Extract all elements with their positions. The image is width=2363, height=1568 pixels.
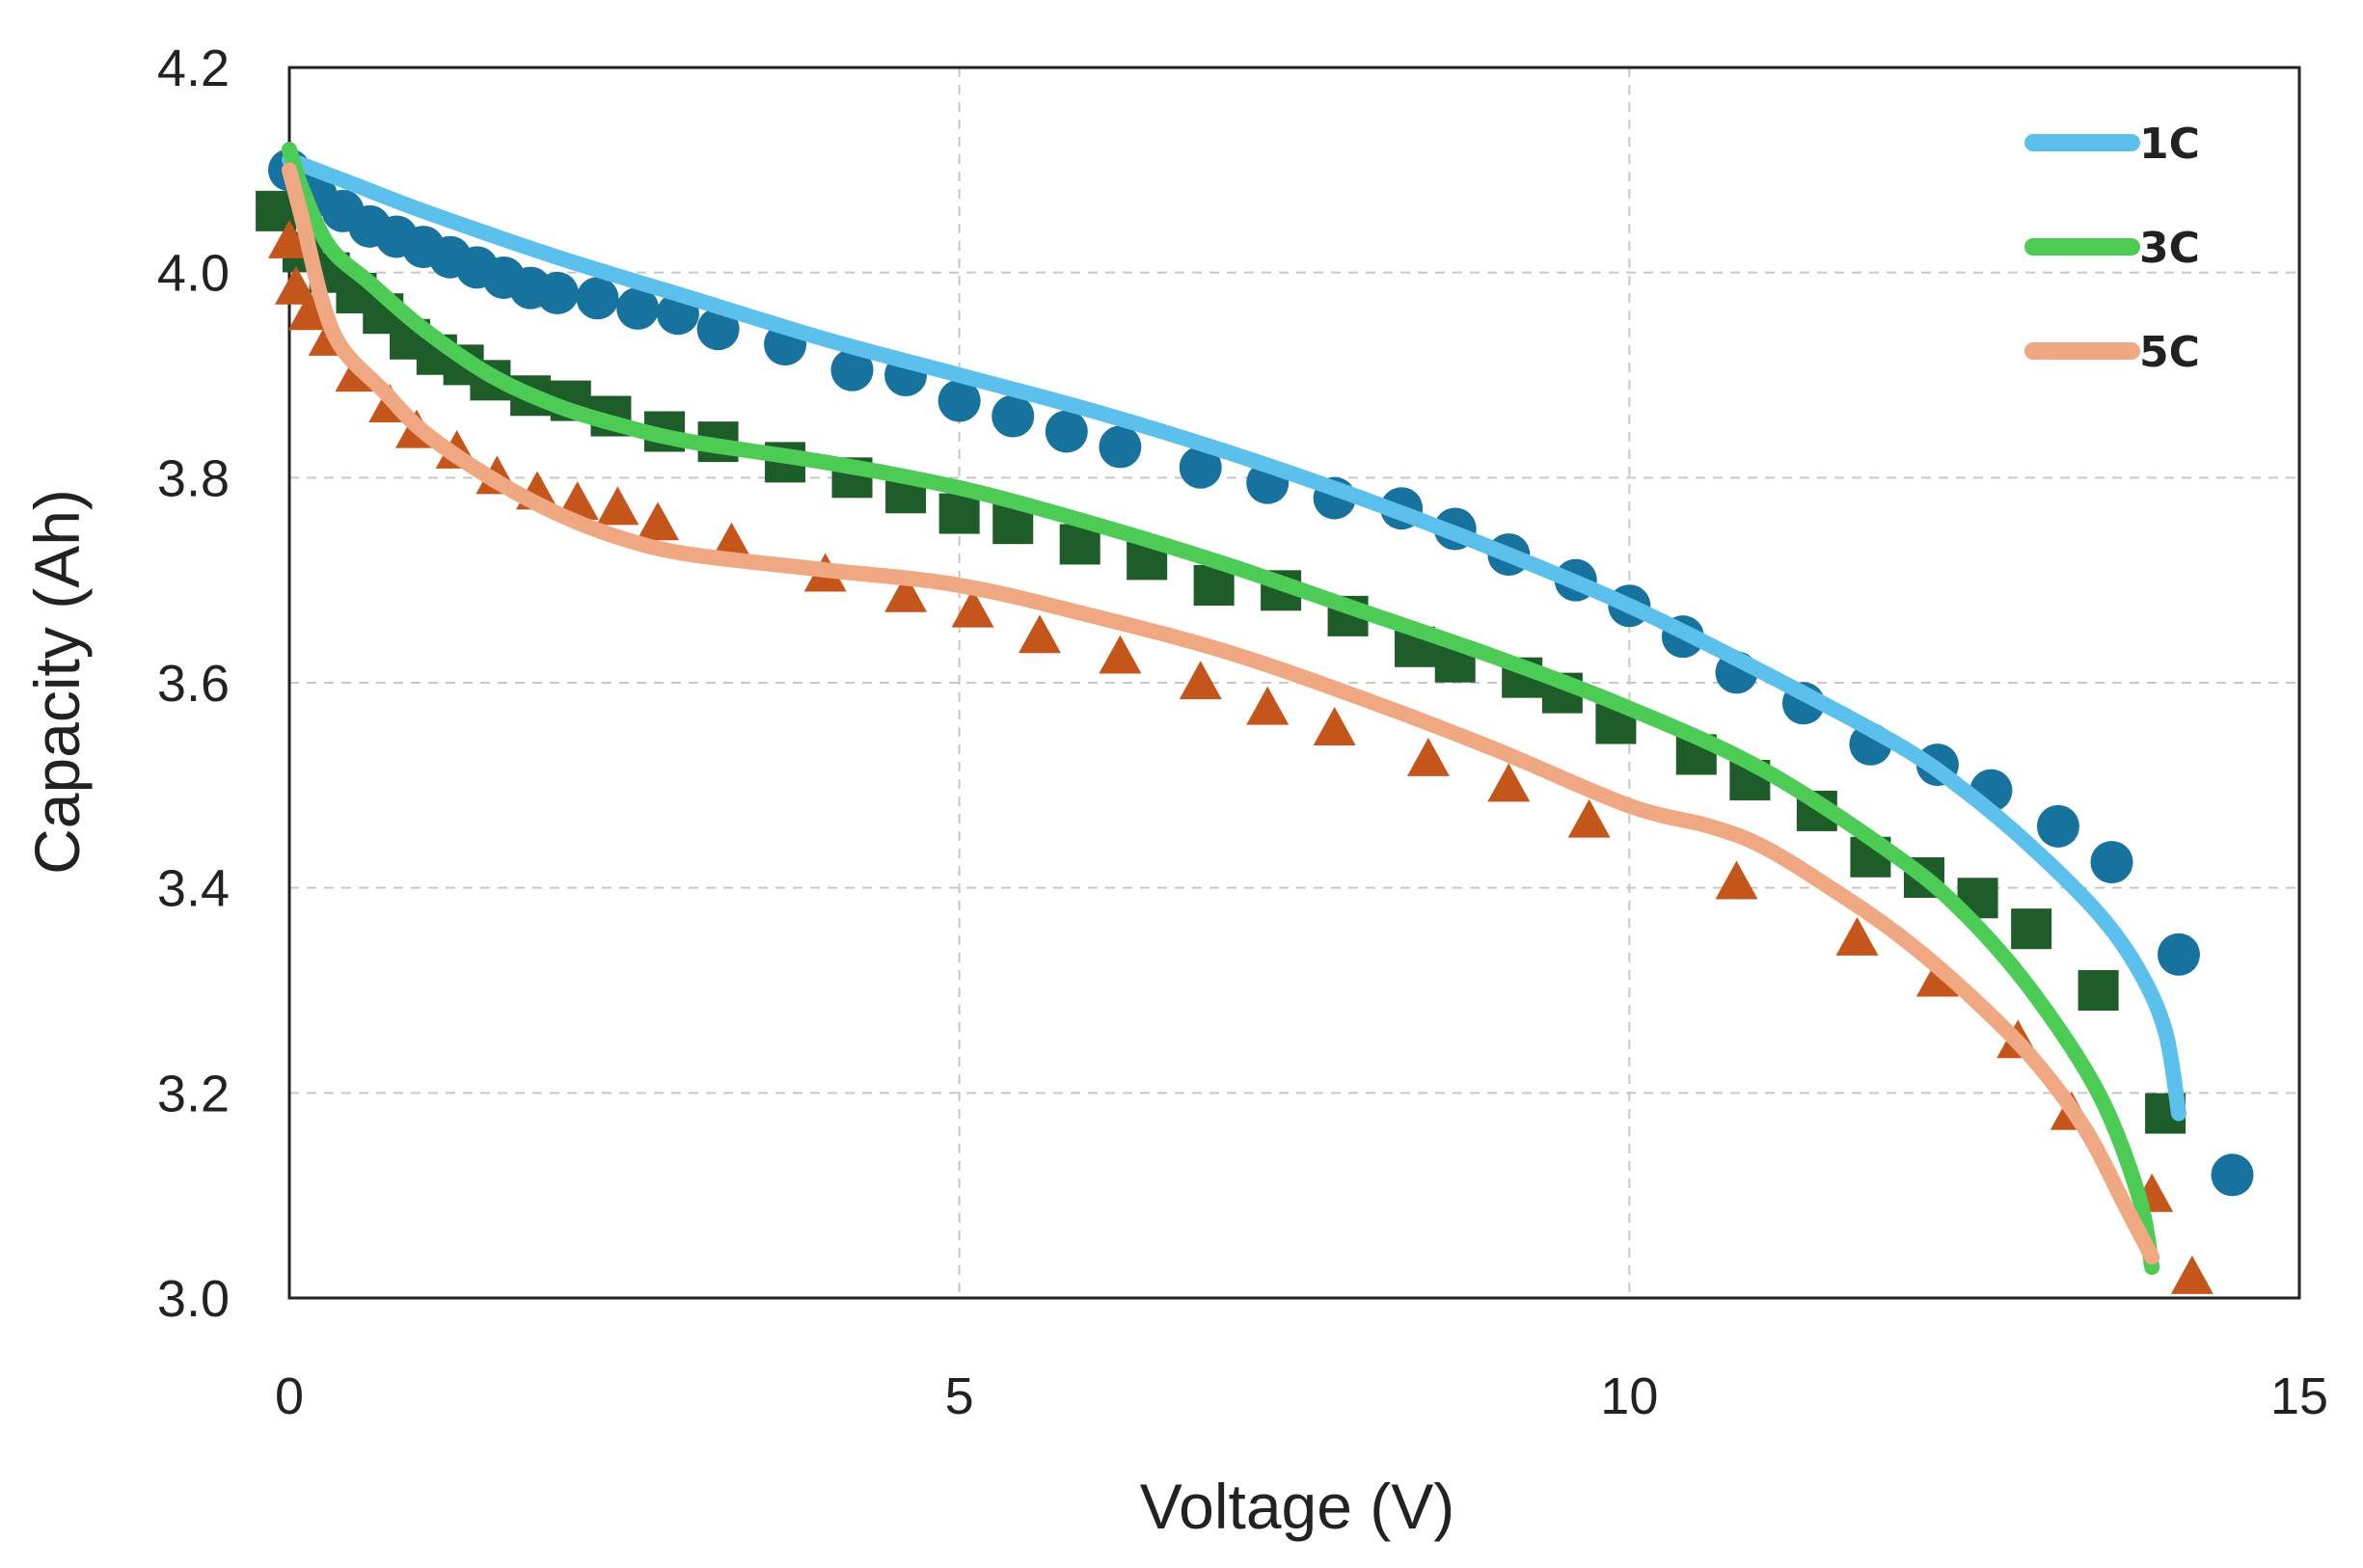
data-point-5c bbox=[268, 219, 311, 258]
plot-border bbox=[287, 66, 2301, 1300]
data-point-5c bbox=[1406, 737, 1450, 776]
data-point-3c bbox=[2011, 908, 2052, 950]
data-point-1c bbox=[696, 308, 740, 351]
data-point-3c bbox=[2078, 970, 2119, 1011]
data-point-3c bbox=[938, 493, 980, 534]
x-axis-title: Voltage (V) bbox=[1140, 1471, 1455, 1542]
data-point-1c bbox=[2090, 841, 2133, 884]
data-point-5c bbox=[287, 291, 331, 331]
data-point-1c bbox=[991, 394, 1035, 438]
y-tick-label: 4.2 bbox=[157, 40, 230, 97]
data-point-1c bbox=[535, 271, 579, 314]
data-point-1c bbox=[616, 286, 660, 330]
data-point-5c bbox=[1835, 917, 1879, 956]
data-point-5c bbox=[1715, 860, 1758, 900]
plot-frame bbox=[287, 66, 2301, 1300]
y-tick-label: 3.6 bbox=[157, 655, 230, 713]
data-point-5c bbox=[1099, 635, 1142, 674]
data-point-5c bbox=[274, 265, 317, 305]
data-point-5c bbox=[1179, 661, 1222, 700]
y-tick-label: 4.0 bbox=[157, 245, 230, 303]
y-axis-title: Capacity (Ah) bbox=[21, 489, 93, 875]
x-tick-label: 5 bbox=[945, 1367, 974, 1425]
data-point-1c bbox=[1099, 425, 1142, 469]
data-point-5c bbox=[1915, 958, 1959, 997]
x-tick-label: 0 bbox=[275, 1367, 304, 1425]
legend-label-5c: 5C bbox=[2139, 328, 2200, 377]
data-point-1c bbox=[830, 348, 874, 392]
legend: 1C 3C 5C bbox=[2024, 120, 2200, 377]
data-point-5c bbox=[637, 501, 680, 541]
data-point-1c bbox=[2211, 1153, 2254, 1197]
data-point-1c bbox=[937, 379, 981, 422]
series-3c-line bbox=[282, 142, 2160, 1276]
data-point-5c bbox=[596, 486, 639, 526]
data-point-5c bbox=[1313, 707, 1356, 745]
data-point-5c bbox=[884, 573, 928, 612]
data-point-5c bbox=[2170, 1255, 2214, 1294]
data-point-1c bbox=[1179, 446, 1222, 489]
data-point-1c bbox=[2157, 933, 2200, 976]
data-point-1c bbox=[1045, 410, 1088, 453]
y-tick-label: 3.0 bbox=[157, 1270, 230, 1328]
tick-labels: 3.0 3.2 3.4 3.6 3.8 4.0 4.2 0 5 10 15 bbox=[157, 40, 2328, 1425]
data-point-1c bbox=[2036, 804, 2079, 848]
x-tick-label: 10 bbox=[1600, 1367, 1658, 1425]
legend-label-1c: 1C bbox=[2139, 120, 2200, 169]
y-tick-label: 3.2 bbox=[157, 1065, 230, 1122]
series-1c-line bbox=[282, 151, 2186, 1122]
x-tick-label: 15 bbox=[2270, 1367, 2328, 1425]
data-point-5c bbox=[1567, 798, 1611, 838]
legend-label-3c: 3C bbox=[2139, 224, 2200, 273]
data-point-5c bbox=[951, 588, 994, 628]
series-5c-line bbox=[282, 162, 2160, 1265]
data-point-5c bbox=[1019, 614, 1062, 654]
data-point-1c bbox=[576, 277, 619, 320]
y-tick-label: 3.8 bbox=[157, 449, 230, 507]
data-point-5c bbox=[1487, 763, 1531, 802]
data-point-5c bbox=[1246, 686, 1290, 725]
y-tick-label: 3.4 bbox=[157, 860, 230, 918]
series-layer bbox=[256, 142, 2254, 1294]
